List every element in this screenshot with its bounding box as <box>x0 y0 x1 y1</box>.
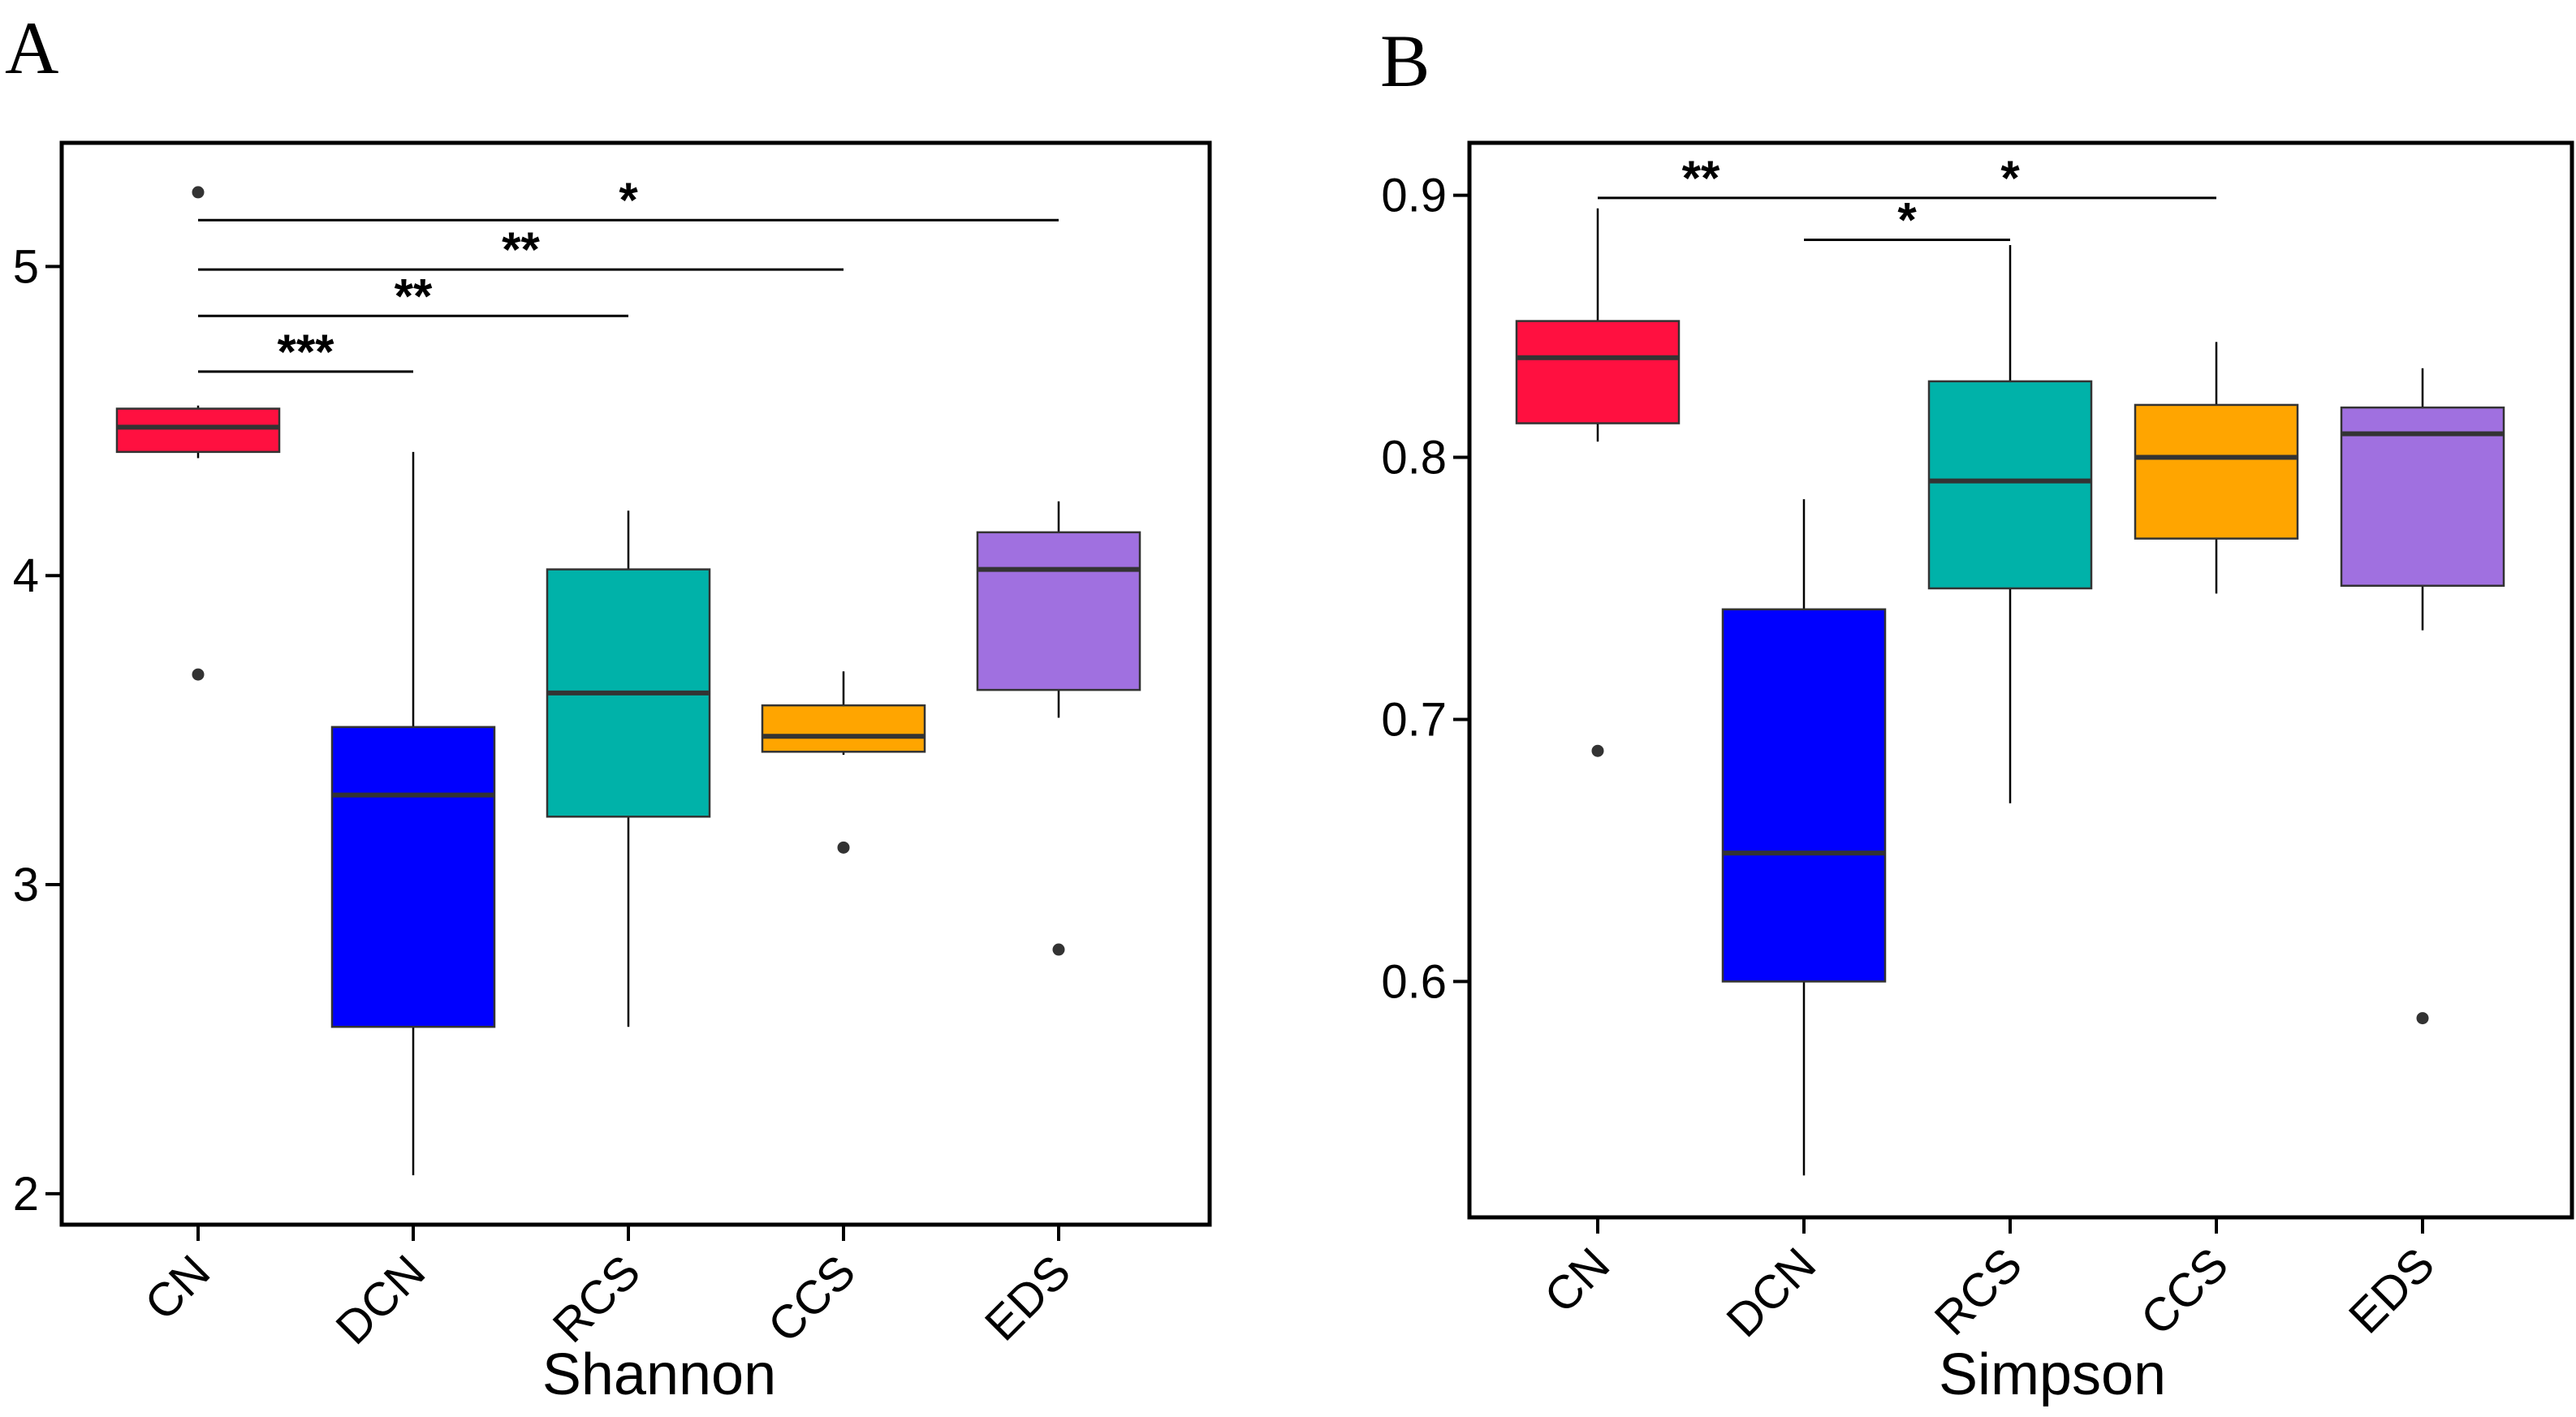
x-tick-label: RCS <box>543 1245 651 1353</box>
panel-letter: A <box>5 6 58 89</box>
y-tick-label: 0.9 <box>1381 170 1447 222</box>
box-body <box>977 532 1140 690</box>
plot-frame <box>1469 143 2572 1217</box>
box-body <box>117 409 279 452</box>
box-cn <box>117 186 279 680</box>
outlier-point <box>192 669 205 681</box>
box-cn <box>1517 209 1679 757</box>
significance-label: *** <box>277 325 334 379</box>
chart-panel-b: B0.60.70.80.9CN DCN RCS CCS EDS** **Simpson <box>1380 19 2572 1407</box>
y-tick-label: 2 <box>13 1168 39 1221</box>
box-body <box>332 727 494 1027</box>
significance-label: ** <box>502 222 540 277</box>
box-dcn <box>1723 499 1885 1175</box>
x-tick-label: EDS <box>2339 1238 2444 1343</box>
box-dcn <box>332 452 494 1175</box>
significance-label: * <box>1897 192 1917 247</box>
box-eds <box>2341 368 2504 1024</box>
significance-label: ** <box>1682 151 1720 205</box>
box-rcs <box>547 510 710 1027</box>
outlier-point <box>192 186 205 198</box>
y-tick-label: 4 <box>13 549 39 602</box>
box-body <box>2135 405 2298 539</box>
y-tick-label: 0.8 <box>1381 432 1447 485</box>
y-tick-label: 0.6 <box>1381 955 1447 1008</box>
box-eds <box>977 502 1140 956</box>
x-axis-title: Shannon <box>542 1342 776 1407</box>
box-ccs <box>2135 342 2298 593</box>
box-rcs <box>1929 245 2091 803</box>
x-tick-label: CCS <box>758 1245 866 1353</box>
x-tick-label: DCN <box>1716 1238 1826 1347</box>
significance-label: * <box>2000 151 2020 205</box>
outlier-point <box>1053 944 1065 956</box>
y-tick-label: 3 <box>13 859 39 911</box>
x-tick-label: DCN <box>326 1245 435 1355</box>
x-tick-label: CN <box>135 1245 220 1330</box>
outlier-point <box>838 842 850 854</box>
x-axis-title: Simpson <box>1939 1342 2166 1407</box>
outlier-point <box>1592 745 1604 757</box>
x-tick-label: CCS <box>2131 1238 2239 1346</box>
box-ccs <box>762 671 925 854</box>
figure: A2345CN DCN RCS CCS EDS********ShannonB0.60.… <box>0 0 2576 1417</box>
box-body <box>1723 609 1885 982</box>
y-tick-label: 5 <box>13 240 39 293</box>
x-tick-label: EDS <box>975 1245 1081 1350</box>
significance-label: ** <box>395 269 433 323</box>
y-tick-label: 0.7 <box>1381 693 1447 746</box>
significance-label: * <box>619 173 638 227</box>
outlier-point <box>2417 1012 2429 1024</box>
panel-letter: B <box>1380 19 1430 102</box>
x-tick-label: CN <box>1534 1238 1620 1323</box>
box-body <box>1929 381 2091 588</box>
box-body <box>762 705 925 752</box>
x-tick-label: RCS <box>1925 1238 2033 1346</box>
box-body <box>1517 321 1679 424</box>
